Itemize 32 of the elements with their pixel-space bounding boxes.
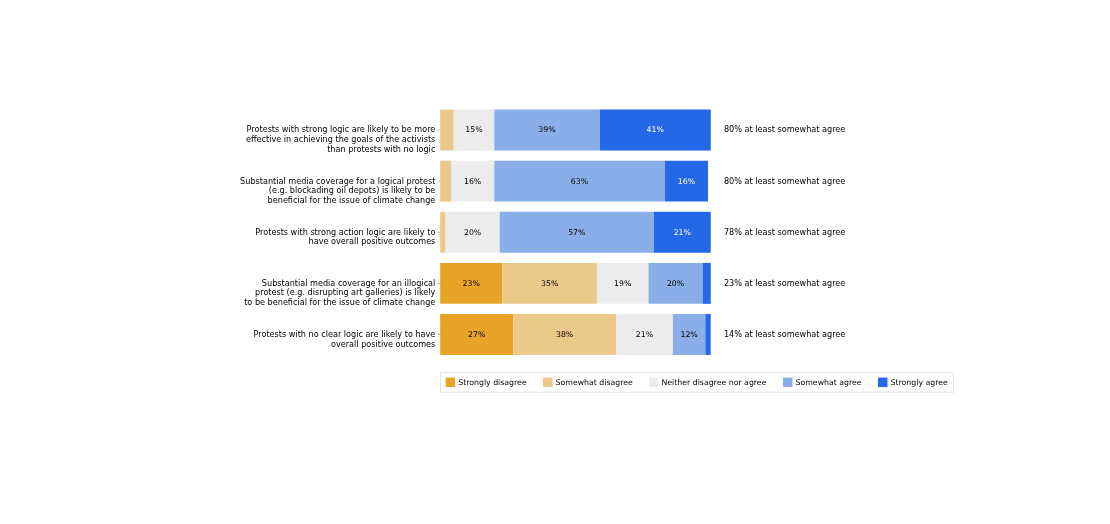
bar [450,160,495,202]
bar [440,314,514,355]
y-tick-label: Protests with no clear logic are likely to have overall positive outcomes [253,328,436,349]
bar [653,211,711,253]
bar [702,262,711,304]
text: 14% at least somewhat agree [723,328,846,339]
y-tick-label: Substantial media coverage for an illogical protest (e.g. disrupting art galleries) is likely to be beneficial for the issue of climate change [244,277,436,308]
y-tick-label: Substantial media coverage for a logical protest (e.g. blockading oil depots) is likely to be beneficial for the issue of climate change [240,175,436,205]
bar [440,109,454,151]
bar [494,160,665,202]
bar [494,109,600,151]
bar [648,262,703,304]
text: 23% at least somewhat agree [723,277,846,288]
bar [597,262,649,304]
bar [705,314,711,355]
bar [445,211,500,253]
bar [664,160,709,202]
bar [440,160,451,202]
text: 80% at least somewhat agree [723,175,846,186]
bar [453,109,495,151]
bar [502,262,598,304]
bar [599,109,711,151]
bar [499,211,654,253]
y-tick-label: Protests with strong action logic are likely to have overall positive outcomes [255,226,436,247]
bar [672,314,706,355]
bar [440,262,503,304]
bar [616,314,673,355]
bar [513,314,617,355]
y-tick-label: Protests with strong logic are likely to be more effective in achieving the goals of the activists than protests with no logic [245,124,436,154]
text: 80% at least somewhat agree [723,124,846,135]
text: 78% at least somewhat agree [723,226,846,237]
bar [440,211,446,253]
